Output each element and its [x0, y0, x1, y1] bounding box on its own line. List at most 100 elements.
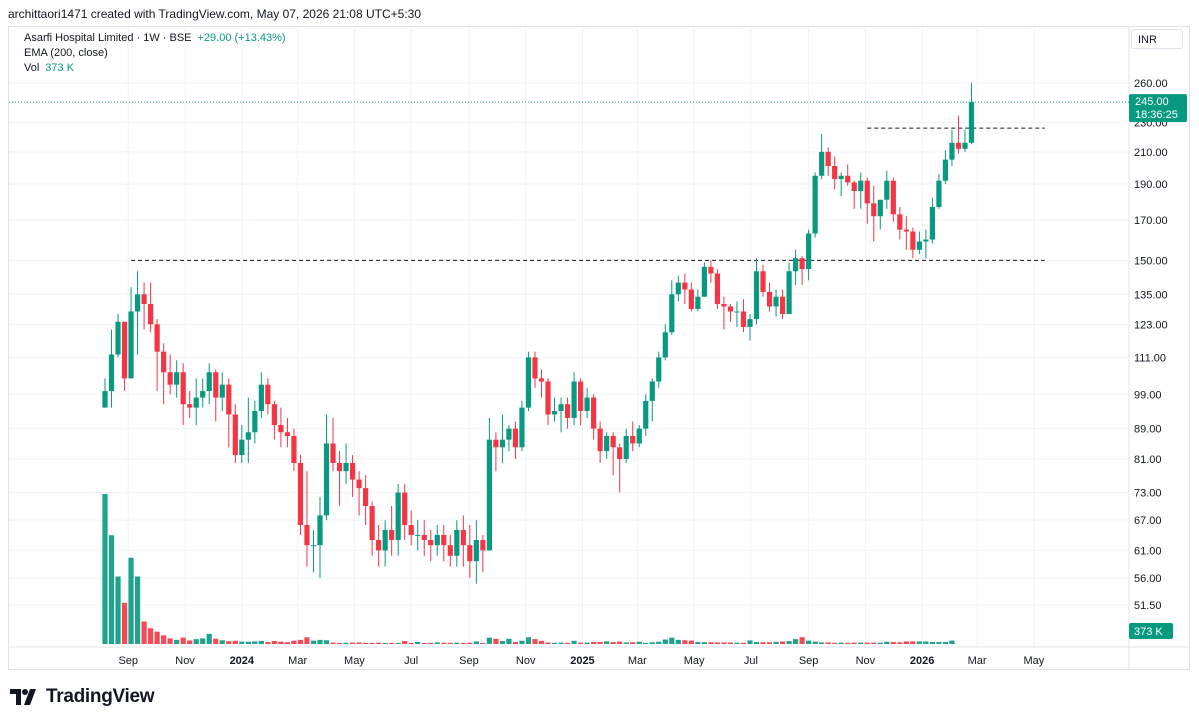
volume-bar — [336, 642, 343, 644]
candle-body — [669, 294, 675, 333]
candle-body — [786, 271, 792, 314]
price-tick-label: 73.00 — [1134, 488, 1162, 500]
volume-bar — [258, 640, 264, 644]
volume-bar — [291, 640, 297, 644]
volume-bar — [108, 535, 115, 644]
price-chart[interactable]: 51.50 56.00 61.00 67.00 73.00 81.00 89.00 99.00… — [9, 27, 1191, 671]
volume-bar — [695, 642, 701, 644]
volume-bar — [206, 633, 212, 644]
volume-bar — [532, 639, 538, 644]
candle-body — [682, 282, 688, 290]
candle-body — [792, 258, 799, 272]
volume-bar — [747, 640, 753, 644]
chart-attribution: archittaori1471 created with TradingView… — [8, 7, 422, 21]
candle-body — [597, 428, 603, 452]
candle-body — [206, 372, 212, 392]
candle-body — [656, 357, 662, 382]
candle-body — [675, 282, 681, 295]
volume-bar — [148, 628, 154, 644]
volume-bar — [323, 640, 330, 644]
indicator-legend[interactable]: EMA (200, close) — [24, 47, 108, 59]
candle-body — [773, 296, 779, 307]
volume-bar — [864, 642, 870, 644]
volume-bar — [819, 642, 825, 644]
volume-bar — [297, 639, 304, 644]
volume-bar — [903, 641, 909, 644]
candle-body — [154, 324, 160, 352]
candle-body — [806, 233, 812, 270]
candle-body — [558, 404, 564, 412]
volume-value: 373 K — [45, 62, 75, 74]
candle-body — [421, 534, 427, 541]
currency-selector[interactable]: INR — [1131, 29, 1183, 49]
time-tick-label: Jul — [404, 655, 418, 667]
candle-body — [402, 492, 408, 526]
candle-body — [232, 414, 238, 456]
volume-bar — [545, 642, 551, 644]
time-tick-label: Mar — [288, 655, 307, 667]
volume-bar — [714, 642, 721, 644]
candle-body — [662, 332, 668, 358]
volume-bar — [330, 642, 336, 644]
symbol-legend[interactable]: Asarfi Hospital Limited · 1W · BSE +29.00… — [24, 32, 286, 44]
time-tick-label: Mar — [968, 655, 987, 667]
candle-body — [297, 462, 304, 526]
volume-bar — [519, 640, 525, 644]
price-tick-label: 81.00 — [1134, 454, 1162, 466]
price-change: +29.00 (+13.43%) — [197, 32, 286, 44]
candle-body — [819, 151, 825, 176]
volume-bar — [799, 637, 805, 644]
candle-body — [525, 357, 532, 408]
candle-body — [708, 266, 714, 274]
candle-body — [962, 142, 968, 149]
volume-bar — [128, 557, 134, 644]
candle-body — [317, 515, 323, 546]
candle-body — [506, 428, 512, 440]
volume-bar — [701, 642, 707, 644]
candle-body — [389, 529, 395, 541]
candle-body — [330, 443, 336, 463]
last-price-value: 245.00 — [1135, 96, 1169, 108]
time-tick-label: May — [684, 655, 705, 667]
price-tick-label: 190.00 — [1134, 179, 1168, 191]
candle-body — [832, 165, 838, 180]
volume-bar — [949, 640, 955, 644]
candle-body — [740, 311, 747, 327]
volume-legend[interactable]: Vol 373 K — [24, 62, 74, 74]
price-tick-label: 99.00 — [1134, 389, 1162, 401]
candle-body — [121, 321, 128, 379]
candle-body — [688, 289, 694, 309]
candle-body — [871, 203, 877, 217]
volume-bar — [239, 641, 245, 644]
candle-body — [753, 271, 760, 320]
price-tick-label: 135.00 — [1134, 289, 1168, 301]
candle-body — [884, 180, 890, 200]
volume-bar — [688, 640, 694, 644]
volume-bar — [734, 642, 740, 644]
volume-bar — [630, 642, 636, 644]
candle-body — [519, 407, 525, 448]
candle-body — [636, 428, 642, 444]
volume-bar — [512, 642, 519, 644]
candle-body — [877, 199, 883, 217]
price-tick-label: 123.00 — [1134, 319, 1168, 331]
candle-body — [167, 372, 173, 385]
volume-bar — [382, 643, 388, 644]
candle-body — [858, 180, 864, 191]
volume-bar — [213, 638, 219, 644]
candle-body — [968, 102, 975, 143]
volume-bar — [141, 621, 147, 644]
candle-body — [239, 439, 245, 456]
volume-bar — [447, 642, 453, 644]
candle-body — [610, 435, 616, 448]
volume-bar — [682, 640, 688, 644]
candle-body — [336, 462, 343, 472]
candle-body — [460, 529, 466, 546]
volume-bar — [486, 637, 492, 644]
chart-frame: 51.50 56.00 61.00 67.00 73.00 81.00 89.00 99.00… — [8, 26, 1191, 671]
candle-body — [955, 142, 962, 149]
candle-body — [226, 384, 232, 415]
volume-tag-bg — [1129, 623, 1173, 639]
candle-body — [369, 506, 375, 541]
volume-bar — [121, 602, 128, 644]
